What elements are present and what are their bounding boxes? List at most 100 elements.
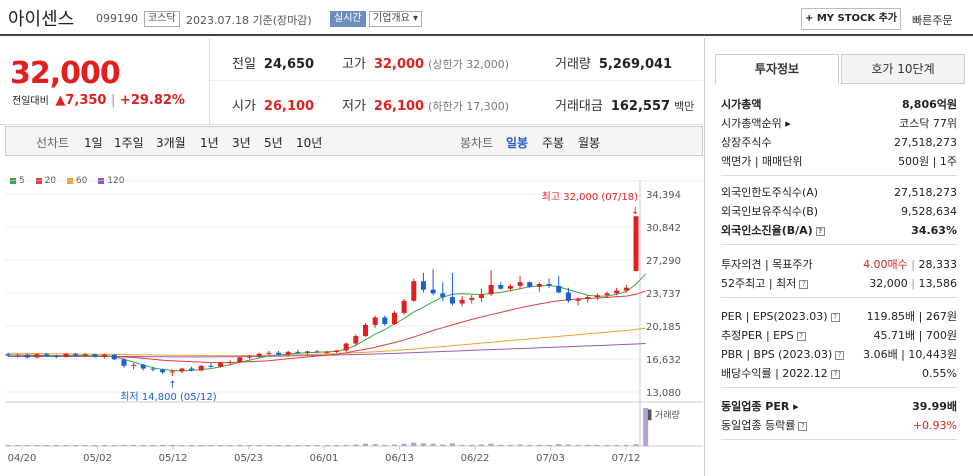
invest-row-label: 52주최고 | 최저? [721, 275, 809, 293]
invest-row-value: 27,518,273 [894, 186, 957, 199]
volume-bar [169, 444, 175, 446]
volume-bar [575, 444, 581, 446]
help-icon[interactable]: ? [798, 421, 808, 431]
volume-bar [24, 445, 30, 446]
invest-row-label: 외국인한도주식수(A) [721, 186, 819, 199]
volume-bar [73, 445, 79, 446]
market-badge: 코스닥 [144, 11, 180, 27]
quick-order-button[interactable]: 빠른주문 [912, 14, 953, 27]
invest-row-value: 119.85배 | 267원 [866, 310, 957, 323]
tab-1year[interactable]: 1년 [200, 136, 219, 150]
volume-bar [527, 444, 533, 446]
volume-bar [150, 445, 156, 446]
prev-label: 전일 [232, 57, 256, 72]
invest-row: 52주최고 | 최저? 32,000 | 13,586 [721, 275, 957, 293]
volume-bar [179, 445, 185, 446]
candle-body [478, 294, 484, 298]
help-icon[interactable]: ? [835, 350, 845, 360]
invest-row-label: 액면가 | 매매단위 [721, 155, 803, 168]
candle-body [633, 216, 639, 272]
invest-row-value: 8,806억원 [901, 98, 957, 111]
volume-bar [372, 444, 378, 446]
tab-5year[interactable]: 5년 [264, 136, 283, 150]
candle-body [227, 362, 233, 364]
tab-3year[interactable]: 3년 [232, 136, 251, 150]
company-info-dropdown[interactable]: 기업개요 ▾ [369, 11, 422, 27]
volume-bar [594, 444, 600, 446]
tab-line-chart[interactable]: 선차트 [36, 136, 70, 150]
tab-3month[interactable]: 3개월 [156, 136, 186, 150]
stock-code: 099190 [96, 12, 138, 25]
price-chart[interactable]: 34,394 30,842 27,290 23,737 20,185 16,632 13,0… [0, 180, 703, 476]
candle-body [324, 351, 330, 353]
help-icon[interactable]: ? [830, 369, 840, 379]
y-tick-label: 20,185 [646, 322, 681, 333]
candle-body [295, 351, 301, 353]
invest-row: 시가총액순위 ▸ 코스닥 77위 [721, 115, 957, 133]
help-icon[interactable]: ? [815, 226, 825, 236]
add-mystock-button[interactable]: + MY STOCK 추가 [801, 8, 901, 30]
candle-body [362, 324, 368, 337]
volume-bar [546, 444, 552, 446]
x-tick-label: 05/02 [83, 453, 112, 464]
tab-hoga-10[interactable]: 호가 10단계 [841, 54, 965, 84]
max-arrow: ↓ [631, 206, 639, 217]
candle-body [614, 290, 620, 294]
candle-body [585, 297, 591, 299]
tab-invest-info[interactable]: 투자정보 [715, 54, 839, 84]
min-arrow: ↑ [168, 380, 176, 391]
volume-bar [5, 445, 11, 446]
candle-body [305, 351, 311, 353]
invest-row-value: 32,000 | 13,586 [869, 277, 957, 290]
candle-body [391, 312, 397, 324]
amount-value: 162,557 [610, 99, 671, 114]
invest-row: 시가총액 8,806억원 [721, 96, 957, 114]
volume-bar [15, 445, 21, 446]
candle-body [411, 281, 417, 301]
tab-10year[interactable]: 10년 [296, 136, 323, 150]
invest-row-value: +0.93% [912, 419, 957, 432]
invest-row-value: 0.55% [922, 367, 957, 380]
tab-1day[interactable]: 1일 [84, 136, 103, 150]
tab-monthly[interactable]: 월봉 [578, 136, 601, 150]
invest-row-value: 27,518,273 [894, 136, 957, 149]
volume-bar [449, 443, 455, 446]
invest-value-secondary: 28,333 [918, 258, 958, 271]
x-tick-label: 05/23 [234, 453, 263, 464]
volume-bar [198, 445, 204, 446]
volume-bar [208, 445, 214, 446]
candle-body [420, 281, 426, 290]
candle-body [314, 351, 320, 353]
min-annotation: 최저 14,800 (05/12) [120, 391, 216, 403]
volume-bar [517, 444, 523, 446]
help-icon[interactable]: ? [796, 331, 806, 341]
candle-body [333, 350, 339, 352]
help-icon[interactable]: ? [799, 279, 809, 289]
candle-body [160, 369, 166, 373]
quote-bottom-line [0, 124, 703, 125]
invest-row: 외국인한도주식수(A) 27,518,273 [721, 184, 957, 202]
tab-candle-chart[interactable]: 봉차트 [460, 136, 494, 150]
tab-weekly[interactable]: 주봉 [542, 136, 565, 150]
stock-name[interactable]: 아이센스 [8, 9, 75, 30]
invest-row-value: 4.00매수 | 28,333 [863, 258, 958, 271]
candle-body [198, 365, 204, 371]
invest-value-primary: 32,000 [869, 277, 908, 290]
x-tick-label: 04/20 [8, 453, 37, 464]
high-value: 32,000 [373, 57, 425, 72]
x-tick-label: 06/22 [461, 453, 490, 464]
volume-bar [53, 445, 59, 446]
candle-body [102, 354, 108, 357]
invest-row: 배당수익률 | 2022.12? 0.55% [721, 365, 957, 383]
help-icon[interactable]: ? [830, 312, 840, 322]
realtime-button[interactable]: 실시간 [330, 11, 366, 27]
candle-body [449, 297, 455, 304]
candle-body [276, 352, 282, 355]
volume-bar [121, 444, 127, 446]
volume-bar [314, 445, 320, 446]
volume-bar [536, 444, 542, 446]
tab-1week[interactable]: 1주일 [114, 136, 144, 150]
invest-row: PBR | BPS (2023.03)? 3.06배 | 10,443원 [721, 346, 957, 364]
prev-value: 24,650 [263, 57, 315, 72]
tab-daily[interactable]: 일봉 [506, 136, 529, 150]
